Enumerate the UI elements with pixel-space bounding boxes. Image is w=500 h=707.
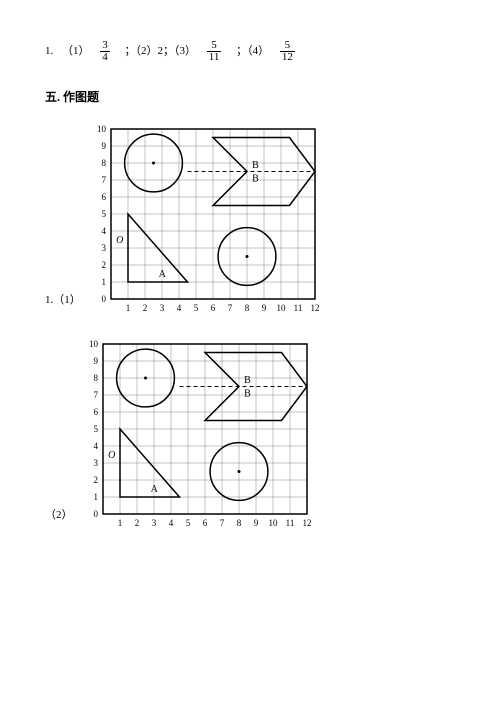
svg-text:4: 4 bbox=[177, 303, 182, 313]
svg-text:8: 8 bbox=[236, 518, 241, 528]
svg-text:3: 3 bbox=[93, 458, 98, 468]
svg-text:5: 5 bbox=[194, 303, 199, 313]
svg-text:8: 8 bbox=[93, 373, 98, 383]
svg-text:1: 1 bbox=[126, 303, 131, 313]
svg-text:10: 10 bbox=[276, 303, 286, 313]
svg-text:11: 11 bbox=[285, 518, 294, 528]
svg-text:1: 1 bbox=[101, 277, 106, 287]
svg-text:5: 5 bbox=[101, 209, 106, 219]
svg-text:A: A bbox=[150, 484, 158, 495]
svg-text:B: B bbox=[244, 389, 251, 400]
svg-text:4: 4 bbox=[101, 226, 106, 236]
svg-text:6: 6 bbox=[202, 518, 207, 528]
svg-text:1: 1 bbox=[93, 492, 98, 502]
svg-text:2: 2 bbox=[93, 475, 98, 485]
svg-text:7: 7 bbox=[228, 303, 233, 313]
svg-text:0: 0 bbox=[101, 294, 106, 304]
svg-text:3: 3 bbox=[151, 518, 156, 528]
svg-text:10: 10 bbox=[268, 518, 278, 528]
fig2-label: （2） bbox=[45, 506, 73, 522]
svg-text:8: 8 bbox=[245, 303, 250, 313]
frac-3: 512 bbox=[280, 40, 301, 63]
figure-1: 123456789101112012345678910AOBB bbox=[89, 125, 319, 315]
svg-text:8: 8 bbox=[101, 158, 106, 168]
svg-text:3: 3 bbox=[160, 303, 165, 313]
ans-p2: ；（2）2；（3） bbox=[125, 45, 197, 57]
svg-text:11: 11 bbox=[293, 303, 302, 313]
svg-text:O: O bbox=[116, 235, 123, 246]
svg-text:7: 7 bbox=[101, 175, 106, 185]
svg-text:B: B bbox=[252, 174, 259, 185]
svg-text:12: 12 bbox=[310, 303, 319, 313]
svg-text:A: A bbox=[158, 269, 166, 280]
svg-text:2: 2 bbox=[143, 303, 148, 313]
figure-2-row: （2） 123456789101112012345678910AOBB bbox=[45, 340, 455, 530]
svg-text:10: 10 bbox=[97, 125, 107, 134]
svg-text:3: 3 bbox=[101, 243, 106, 253]
svg-text:4: 4 bbox=[168, 518, 173, 528]
answer-line: 1. （1） 34 ；（2）2；（3） 511 ；（4） 512 bbox=[45, 40, 455, 63]
svg-text:9: 9 bbox=[93, 356, 98, 366]
ans-p3: ；（4） bbox=[236, 45, 269, 57]
svg-text:1: 1 bbox=[117, 518, 122, 528]
frac-2: 511 bbox=[207, 40, 228, 63]
svg-text:B: B bbox=[244, 375, 251, 386]
figure-1-row: 1.（1） 123456789101112012345678910AOBB bbox=[45, 125, 455, 315]
svg-text:6: 6 bbox=[93, 407, 98, 417]
svg-text:9: 9 bbox=[101, 141, 106, 151]
svg-text:12: 12 bbox=[302, 518, 311, 528]
fig1-label: 1.（1） bbox=[45, 291, 81, 307]
svg-text:9: 9 bbox=[262, 303, 267, 313]
svg-text:6: 6 bbox=[101, 192, 106, 202]
frac-1: 34 bbox=[100, 40, 116, 63]
svg-text:2: 2 bbox=[134, 518, 139, 528]
svg-text:5: 5 bbox=[93, 424, 98, 434]
svg-text:7: 7 bbox=[219, 518, 224, 528]
svg-text:B: B bbox=[252, 160, 259, 171]
svg-text:9: 9 bbox=[253, 518, 258, 528]
ans-p1: （1） bbox=[62, 45, 90, 57]
svg-text:0: 0 bbox=[93, 509, 98, 519]
svg-text:5: 5 bbox=[185, 518, 190, 528]
ans-prefix: 1. bbox=[45, 45, 53, 57]
svg-text:O: O bbox=[108, 450, 115, 461]
svg-text:6: 6 bbox=[211, 303, 216, 313]
svg-text:7: 7 bbox=[93, 390, 98, 400]
svg-text:4: 4 bbox=[93, 441, 98, 451]
svg-text:10: 10 bbox=[89, 340, 99, 349]
svg-text:2: 2 bbox=[101, 260, 106, 270]
figure-2: 123456789101112012345678910AOBB bbox=[81, 340, 311, 530]
section-title: 五. 作图题 bbox=[45, 88, 455, 105]
